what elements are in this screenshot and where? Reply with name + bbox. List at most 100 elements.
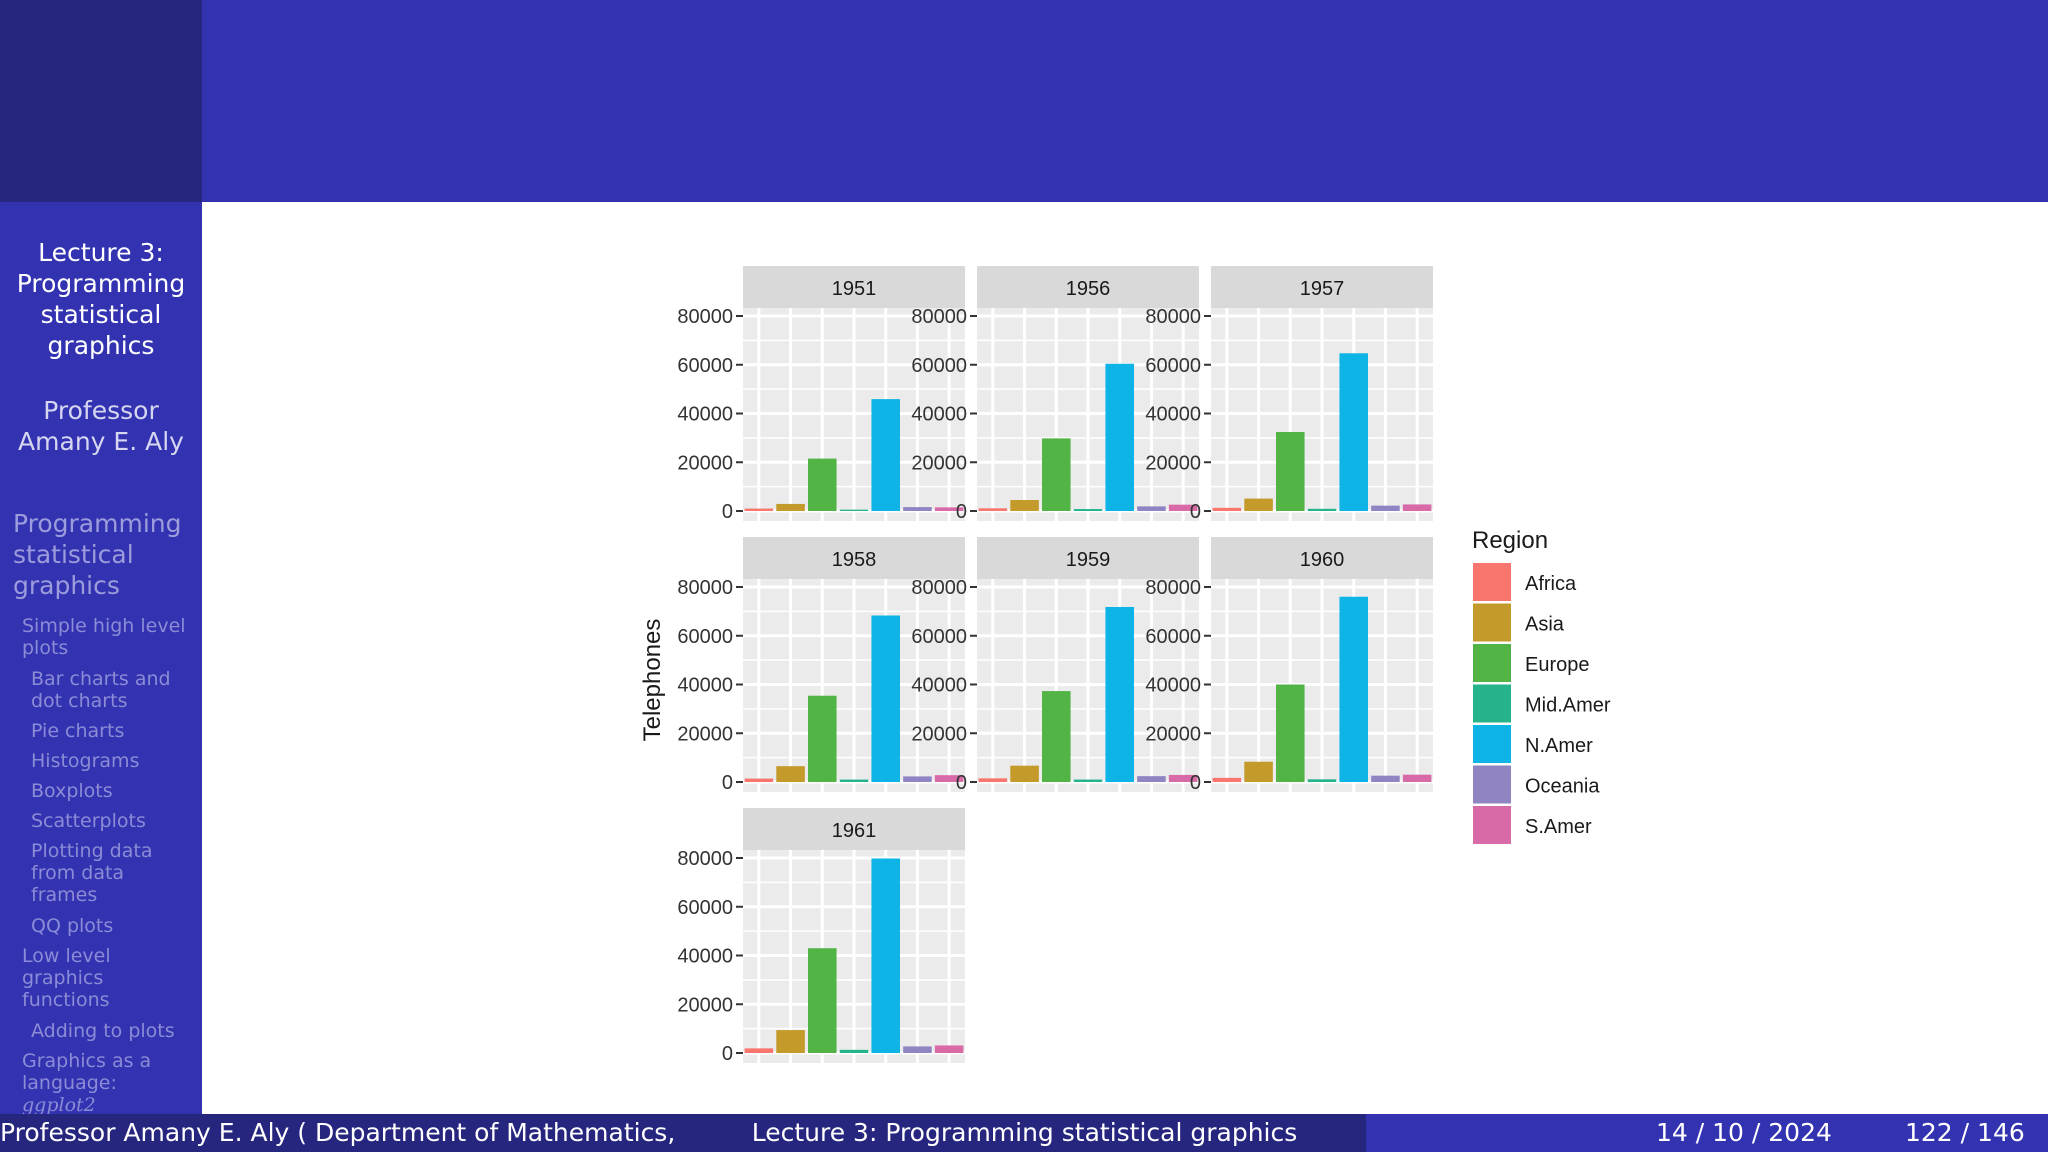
bar-n-amer — [871, 615, 900, 782]
bar-s-amer — [1168, 504, 1198, 511]
y-tick-label: 20000 — [1145, 452, 1201, 474]
legend-key-s-amer — [1473, 806, 1511, 844]
facet-strip — [743, 537, 965, 579]
sidebar-nav-line: plots — [22, 637, 69, 659]
bar-s-amer — [934, 1045, 964, 1053]
bar-asia — [776, 766, 805, 782]
sidebar-nav-plotting-data-frames[interactable]: Plotting data from data frames — [31, 840, 199, 906]
sidebar-nav-histograms[interactable]: Histograms — [31, 750, 199, 772]
legend-key-asia — [1473, 603, 1511, 642]
legend-key-africa — [1473, 563, 1511, 601]
legend-key-mid-amer — [1473, 684, 1511, 723]
bar-europe — [808, 948, 837, 1053]
footer-title: Lecture 3: Programming statistical graph… — [683, 1114, 1366, 1152]
y-tick-label: 0 — [722, 501, 733, 523]
y-tick-label: 60000 — [677, 355, 733, 377]
bar-asia — [776, 503, 805, 511]
bar-africa — [744, 1048, 774, 1053]
bar-mid-amer — [839, 509, 869, 511]
sidebar-nav-line: Bar charts and — [31, 668, 171, 690]
bar-europe — [808, 458, 837, 511]
bar-oceania — [1371, 505, 1400, 511]
y-tick-label: 40000 — [677, 675, 733, 697]
sidebar-title-line[interactable]: Programming — [16, 269, 186, 298]
y-tick-label: 20000 — [677, 452, 733, 474]
bar-europe — [808, 695, 837, 782]
y-tick-label: 80000 — [677, 848, 733, 870]
sidebar-section-line[interactable]: statistical — [13, 540, 134, 569]
bar-mid-amer — [839, 779, 869, 782]
y-tick-label: 60000 — [911, 626, 967, 648]
facet-strip — [1211, 537, 1433, 579]
y-tick-label: 0 — [956, 772, 967, 794]
y-tick-label: 80000 — [911, 306, 967, 328]
sidebar-nav-line: functions — [22, 989, 110, 1011]
sidebar-nav-qq-plots[interactable]: QQ plots — [31, 915, 199, 937]
legend-label: Europe — [1525, 654, 1590, 676]
legend-label: Africa — [1525, 573, 1577, 595]
sidebar-nav-line: Plotting data — [31, 840, 153, 862]
sidebar-nav-line: from data — [31, 862, 125, 884]
sidebar-nav-pie-charts[interactable]: Pie charts — [31, 720, 199, 742]
bar-s-amer — [1168, 774, 1198, 782]
bar-asia — [1244, 761, 1273, 782]
y-tick-label: 80000 — [1145, 306, 1201, 328]
bar-africa — [744, 508, 774, 511]
bar-n-amer — [871, 399, 900, 511]
sidebar-nav-boxplots[interactable]: Boxplots — [31, 780, 199, 802]
sidebar-nav-scatterplots[interactable]: Scatterplots — [31, 810, 199, 832]
sidebar-nav-line: QQ plots — [31, 915, 114, 937]
y-axis-title: Telephones — [639, 619, 666, 742]
sidebar: Lecture 3: Programming statistical graph… — [0, 202, 202, 1114]
facet-strip — [977, 537, 1199, 579]
sidebar-nav-adding-to-plots[interactable]: Adding to plots — [31, 1020, 199, 1042]
bar-n-amer — [871, 858, 900, 1053]
bar-n-amer — [1339, 596, 1368, 782]
sidebar-nav-line: Simple high level — [22, 615, 186, 637]
y-tick-label: 40000 — [911, 675, 967, 697]
y-tick-label: 0 — [722, 1043, 733, 1065]
legend-key-n-amer — [1473, 725, 1511, 763]
sidebar-nav-bar-charts[interactable]: Bar charts and dot charts — [31, 668, 199, 712]
y-tick-label: 40000 — [677, 946, 733, 968]
y-tick-label: 40000 — [1145, 404, 1201, 426]
sidebar-nav-simple-high-level-plots[interactable]: Simple high level plots — [22, 615, 198, 659]
y-tick-label: 20000 — [677, 723, 733, 745]
sidebar-nav-graphics-as-language[interactable]: Graphics as a language: ggplot2 — [22, 1050, 198, 1114]
bar-n-amer — [1105, 606, 1134, 782]
facet-label: 1959 — [1066, 549, 1111, 571]
sidebar-nav-line: Low level — [22, 945, 111, 967]
bar-oceania — [903, 1046, 932, 1053]
bar-oceania — [1137, 506, 1166, 511]
sidebar-author-line: Professor — [43, 396, 159, 425]
bar-asia — [1010, 765, 1039, 782]
sidebar-title-line[interactable]: Lecture 3: — [38, 238, 164, 267]
sidebar-nav-low-level-graphics[interactable]: Low level graphics functions — [22, 945, 198, 1011]
footer-bar: Professor Amany E. Aly ( Department of M… — [0, 1114, 2048, 1152]
sidebar-nav-line: Boxplots — [31, 780, 113, 802]
bar-oceania — [1371, 775, 1400, 782]
y-tick-label: 20000 — [1145, 723, 1201, 745]
sidebar-title-line[interactable]: statistical — [40, 300, 162, 329]
sidebar-nav-line: dot charts — [31, 690, 128, 712]
sidebar-title-line[interactable]: graphics — [47, 331, 155, 360]
bar-africa — [978, 508, 1008, 511]
y-tick-label: 80000 — [677, 306, 733, 328]
y-tick-label: 60000 — [677, 626, 733, 648]
y-tick-label: 60000 — [677, 897, 733, 919]
bar-n-amer — [1105, 363, 1134, 511]
footer-date-page: 14 / 10 / 2024 122 / 146 — [1366, 1114, 2048, 1152]
sidebar-nav-line: ggplot2 — [22, 1094, 198, 1114]
sidebar-nav-line: Pie charts — [31, 720, 125, 742]
bar-europe — [1042, 691, 1071, 782]
bar-mid-amer — [1307, 779, 1337, 782]
sidebar-nav-line: graphics — [22, 967, 104, 989]
sidebar-nav-ggplot2: ggplot2 — [22, 1094, 96, 1114]
sidebar-section-line[interactable]: Programming — [13, 509, 182, 538]
sidebar-section-line[interactable]: graphics — [13, 571, 120, 600]
facet-strip — [743, 808, 965, 850]
facet-strip — [977, 266, 1199, 308]
bar-oceania — [903, 776, 932, 782]
sidebar-nav-line: Histograms — [31, 750, 140, 772]
y-tick-label: 0 — [722, 772, 733, 794]
